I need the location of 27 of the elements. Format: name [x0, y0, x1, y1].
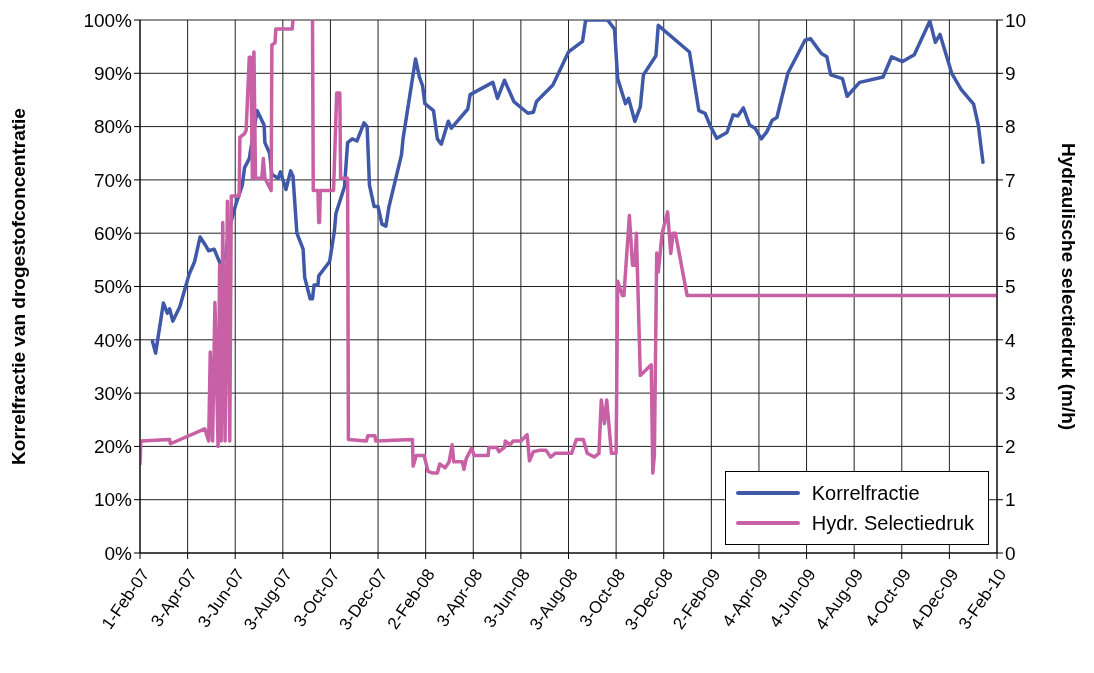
y-tick-label: 0% [104, 542, 133, 564]
y2-axis-title: Hydraulische selectiedruk (m/h) [1058, 142, 1080, 431]
y-tick-label: 40% [93, 329, 133, 351]
legend-label: Korrelfractie [811, 481, 920, 506]
y-tick-label: 10% [93, 489, 133, 511]
y2-tick-label: 8 [1005, 116, 1016, 138]
y2-tick-label: 10 [1005, 9, 1027, 31]
line-series [150, 20, 985, 355]
y-tick-label: 100% [83, 9, 133, 31]
y2-tick-label: 3 [1005, 382, 1016, 404]
y-tick-label: 70% [93, 169, 133, 191]
y2-tick-label: 9 [1005, 63, 1016, 85]
y2-tick-label: 6 [1005, 222, 1016, 244]
y2-tick-label: 7 [1005, 169, 1016, 191]
y2-tick-label: 4 [1005, 329, 1016, 351]
y-tick-label: 20% [93, 436, 133, 458]
y-tick-label: 60% [93, 222, 133, 244]
y-axis-title: Korrelfractie van drogestofconcentratie [7, 108, 29, 465]
y-tick-label: 50% [93, 276, 133, 298]
y2-tick-label: 2 [1005, 436, 1016, 458]
y2-tick-label: 0 [1005, 542, 1016, 564]
y2-tick-label: 1 [1005, 489, 1016, 511]
y-tick-label: 80% [93, 116, 133, 138]
y-tick-label: 30% [93, 382, 133, 404]
y2-tick-label: 5 [1005, 276, 1016, 298]
y-tick-label: 90% [93, 63, 133, 85]
legend-label: Hydr. Selectiedruk [811, 511, 974, 536]
